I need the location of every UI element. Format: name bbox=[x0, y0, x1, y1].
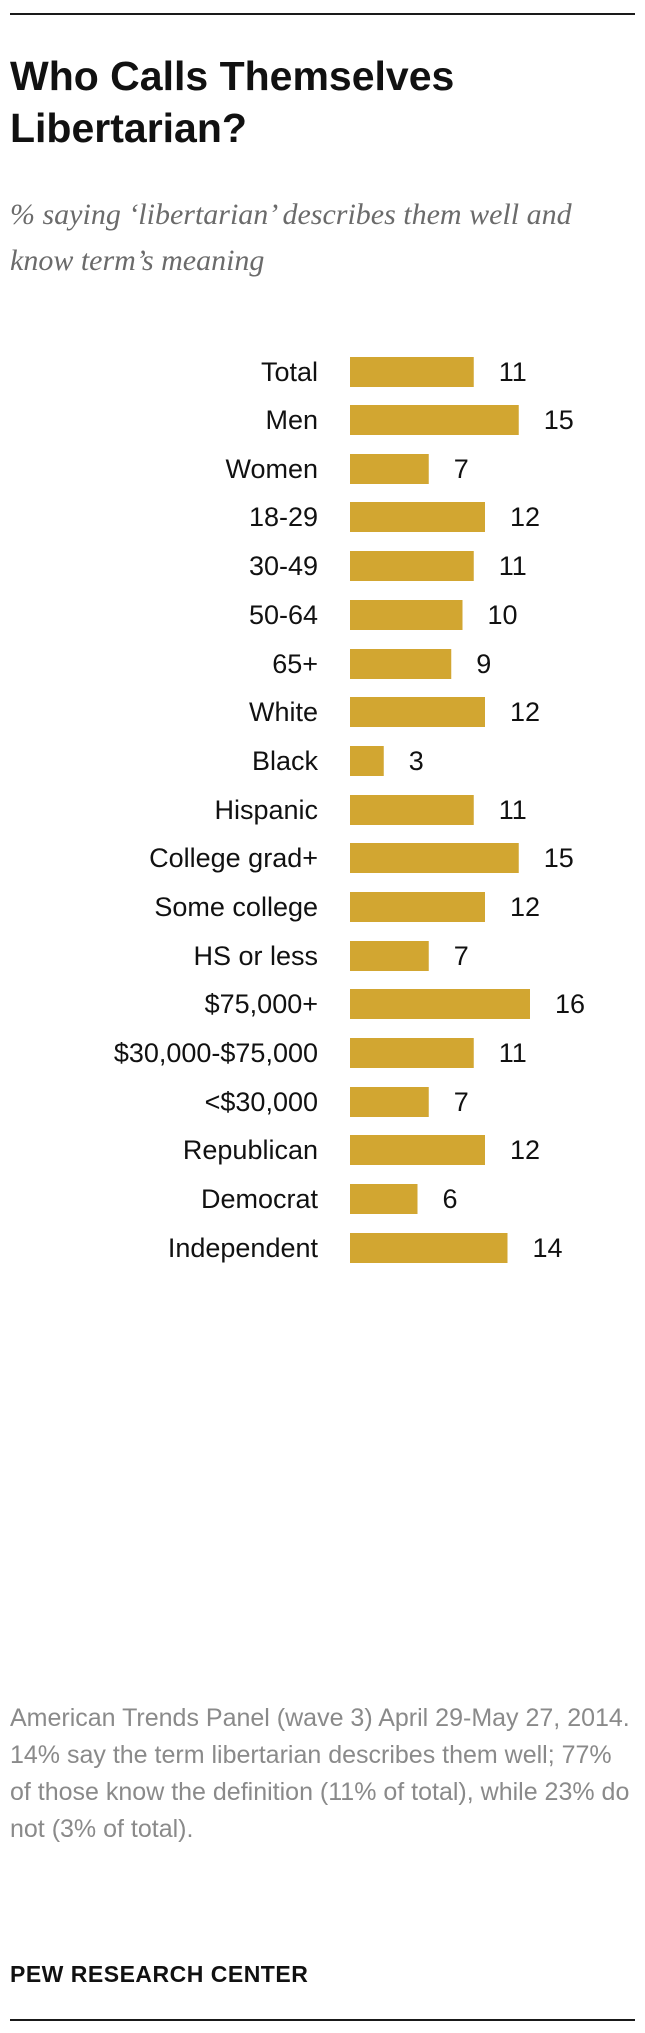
value-label-independent: 14 bbox=[533, 1233, 563, 1263]
value-label-30-000-75-000: 11 bbox=[499, 1038, 527, 1068]
value-label-college-grad: 15 bbox=[544, 843, 574, 873]
bar-college-grad bbox=[350, 843, 519, 873]
bar-75-000 bbox=[350, 989, 530, 1019]
footnote: American Trends Panel (wave 3) April 29-… bbox=[10, 1700, 630, 1848]
value-label-65: 9 bbox=[476, 649, 491, 679]
bar-hs-or-less bbox=[350, 941, 429, 971]
category-label-hs-or-less: HS or less bbox=[193, 941, 318, 971]
value-label-men: 15 bbox=[544, 405, 574, 435]
top-rule bbox=[10, 13, 635, 15]
chart-title: Who Calls Themselves Libertarian? bbox=[10, 53, 455, 151]
value-label-hispanic: 11 bbox=[499, 795, 527, 825]
bar-white bbox=[350, 697, 485, 727]
value-label-white: 12 bbox=[510, 697, 540, 727]
category-label-75-000: $75,000+ bbox=[205, 989, 318, 1019]
category-label-independent: Independent bbox=[168, 1233, 319, 1263]
bottom-rule bbox=[10, 2019, 635, 2021]
category-label-18-29: 18-29 bbox=[249, 502, 318, 532]
value-label-18-29: 12 bbox=[510, 502, 540, 532]
bar-30-000 bbox=[350, 1087, 429, 1117]
category-label-democrat: Democrat bbox=[201, 1184, 319, 1214]
bar-65 bbox=[350, 649, 452, 679]
category-label-college-grad: College grad+ bbox=[149, 843, 318, 873]
bar-hispanic bbox=[350, 795, 474, 825]
bar-50-64 bbox=[350, 600, 463, 630]
category-label-30-000: <$30,000 bbox=[205, 1087, 318, 1117]
category-label-30-49: 30-49 bbox=[249, 551, 318, 581]
value-label-republican: 12 bbox=[510, 1135, 540, 1165]
bar-30-49 bbox=[350, 551, 474, 581]
bar-some-college bbox=[350, 892, 485, 922]
value-label-30-49: 11 bbox=[499, 551, 527, 581]
bar-18-29 bbox=[350, 502, 485, 532]
category-label-hispanic: Hispanic bbox=[214, 795, 318, 825]
bar-women bbox=[350, 454, 429, 484]
bar-men bbox=[350, 405, 519, 435]
category-label-black: Black bbox=[252, 746, 319, 776]
category-label-men: Men bbox=[265, 405, 318, 435]
category-label-women: Women bbox=[225, 454, 318, 484]
bar-independent bbox=[350, 1233, 508, 1263]
value-label-total: 11 bbox=[499, 357, 527, 387]
value-label-women: 7 bbox=[454, 454, 469, 484]
category-label-republican: Republican bbox=[183, 1135, 318, 1165]
bar-chart: Total 11 Men 15 Women 7 18-29 12 30-49 11 50-64 10 6… bbox=[114, 357, 585, 1263]
category-label-white: White bbox=[249, 697, 318, 727]
bar-total bbox=[350, 357, 474, 387]
category-label-65: 65+ bbox=[272, 649, 318, 679]
value-label-black: 3 bbox=[409, 746, 424, 776]
category-label-total: Total bbox=[261, 357, 318, 387]
footnote-survey: American Trends Panel (wave 3) April 29-… bbox=[10, 1704, 630, 1732]
bar-republican bbox=[350, 1135, 485, 1165]
category-label-50-64: 50-64 bbox=[249, 600, 318, 630]
footnote-detail: 14% say the term libertarian describes t… bbox=[10, 1741, 630, 1843]
category-label-30-000-75-000: $30,000-$75,000 bbox=[114, 1038, 318, 1068]
value-label-some-college: 12 bbox=[510, 892, 540, 922]
chart-subtitle: % saying ‘libertarian’ describes them we… bbox=[10, 198, 572, 277]
value-label-hs-or-less: 7 bbox=[454, 941, 469, 971]
bar-30-000-75-000 bbox=[350, 1038, 474, 1068]
value-label-75-000: 16 bbox=[555, 989, 585, 1019]
value-label-30-000: 7 bbox=[454, 1087, 469, 1117]
value-label-50-64: 10 bbox=[488, 600, 518, 630]
category-label-some-college: Some college bbox=[154, 892, 318, 922]
source-credit: PEW RESEARCH CENTER bbox=[10, 1961, 309, 1987]
value-label-democrat: 6 bbox=[443, 1184, 458, 1214]
bar-democrat bbox=[350, 1184, 418, 1214]
bar-black bbox=[350, 746, 384, 776]
